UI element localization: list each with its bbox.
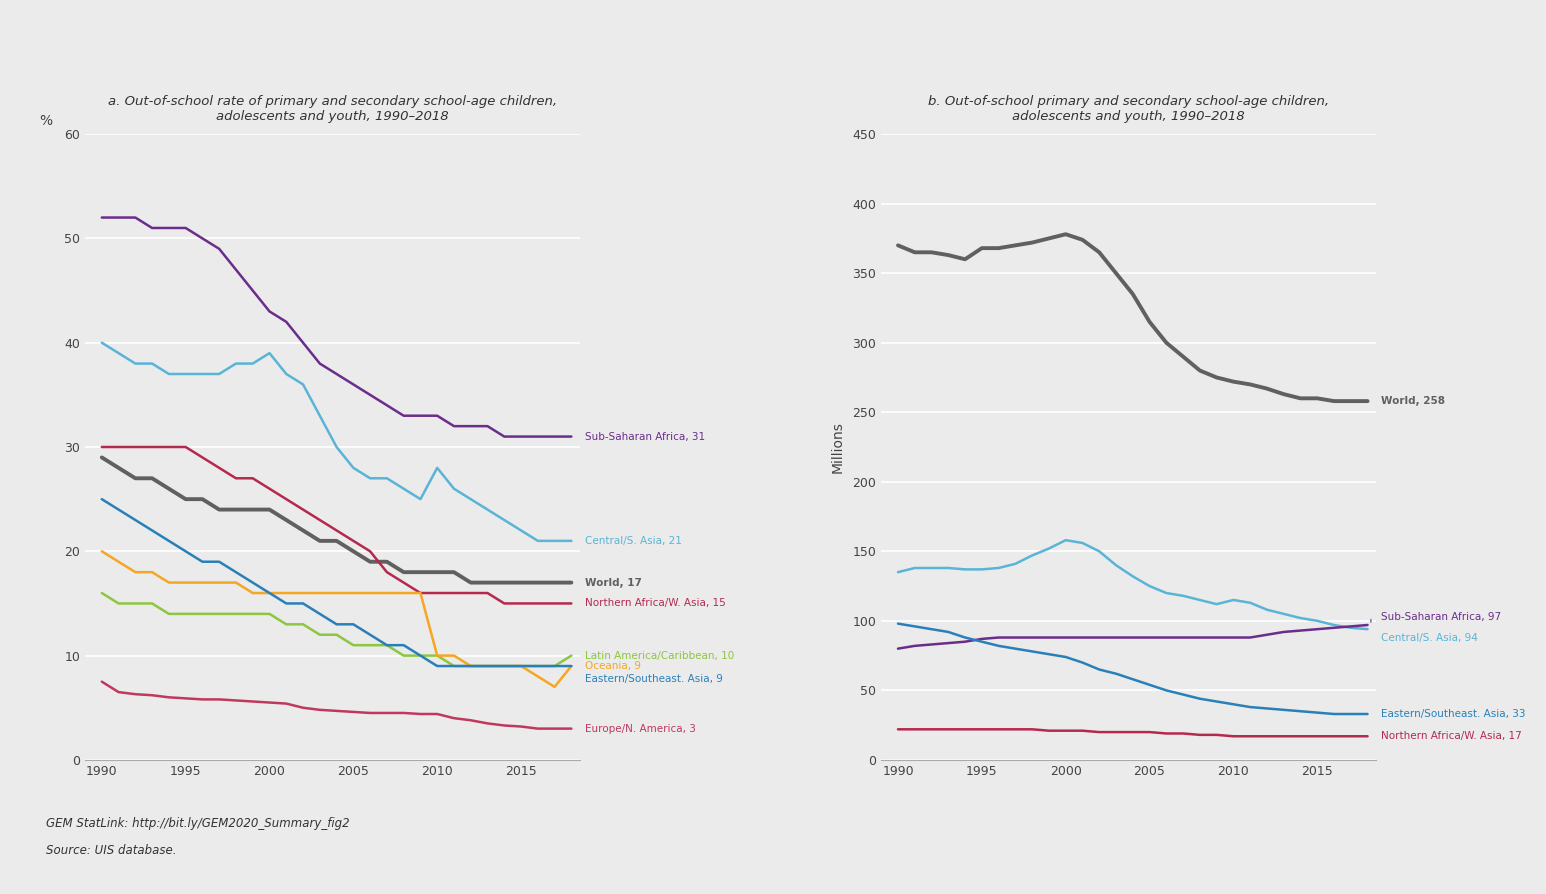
Text: GEM StatLink: http://bit.ly/GEM2020_Summary_fig2: GEM StatLink: http://bit.ly/GEM2020_Summ…: [46, 817, 349, 830]
Text: Sub-Saharan Africa, 97: Sub-Saharan Africa, 97: [1381, 611, 1501, 621]
Text: Northern Africa/W. Asia, 15: Northern Africa/W. Asia, 15: [584, 598, 725, 609]
Y-axis label: Millions: Millions: [830, 421, 844, 473]
Y-axis label: %: %: [39, 114, 53, 128]
Text: Eastern/Southeast. Asia, 9: Eastern/Southeast. Asia, 9: [584, 673, 722, 684]
Text: Europe/N. America, 3: Europe/N. America, 3: [584, 723, 696, 734]
Text: World, 17: World, 17: [584, 578, 642, 587]
Text: Northern Africa/W. Asia, 17: Northern Africa/W. Asia, 17: [1381, 731, 1521, 741]
Text: Central/S. Asia, 94: Central/S. Asia, 94: [1381, 633, 1478, 643]
Text: World, 258: World, 258: [1381, 396, 1446, 406]
Text: Oceania, 9: Oceania, 9: [584, 661, 640, 671]
Text: Latin America/Caribbean, 10: Latin America/Caribbean, 10: [584, 651, 734, 661]
Text: Source: UIS database.: Source: UIS database.: [46, 844, 176, 856]
Text: Sub-Saharan Africa, 31: Sub-Saharan Africa, 31: [584, 432, 705, 442]
Text: Eastern/Southeast. Asia, 33: Eastern/Southeast. Asia, 33: [1381, 709, 1526, 719]
Title: b. Out-of-school primary and secondary school-age children,
adolescents and yout: b. Out-of-school primary and secondary s…: [928, 96, 1330, 123]
Title: a. Out-of-school rate of primary and secondary school-age children,
adolescents : a. Out-of-school rate of primary and sec…: [108, 96, 557, 123]
Text: Central/S. Asia, 21: Central/S. Asia, 21: [584, 536, 682, 546]
